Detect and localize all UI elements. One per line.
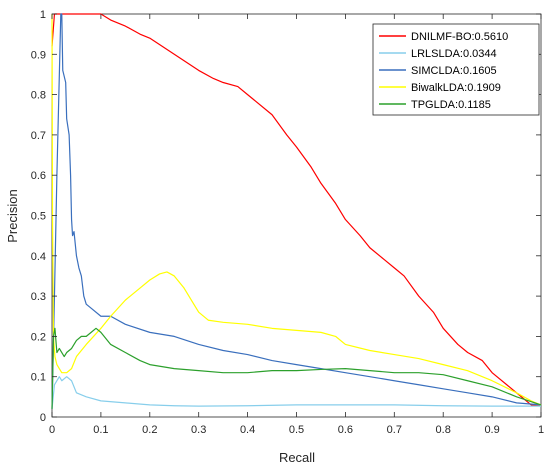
legend-label-4: TPGLDA:0.1185 (411, 99, 491, 111)
x-tick-label: 0.6 (338, 424, 353, 436)
legend-label-2: SIMCLDA:0.1605 (411, 65, 497, 77)
x-axis-label: Recall (279, 450, 315, 465)
y-tick-label: 0.3 (31, 291, 46, 303)
y-tick-label: 0.5 (31, 211, 46, 223)
x-axis: 0 0.1 0.2 0.3 0.4 0.5 0.6 0.7 0.8 0.9 1 (49, 14, 544, 436)
x-tick-label: 0.7 (387, 424, 402, 436)
legend: DNILMF-BO:0.5610 LRLSLDA:0.0344 SIMCLDA:0.… (372, 23, 540, 116)
y-tick-label: 1 (40, 9, 46, 21)
x-tick-label: 0.4 (240, 424, 255, 436)
y-tick-label: 0 (40, 412, 46, 424)
y-tick-label: 0.9 (31, 49, 46, 61)
legend-label-3: BiwalkLDA:0.1909 (411, 82, 501, 94)
x-tick-label: 0.1 (93, 424, 108, 436)
series-line-3 (51, 13, 542, 406)
series-line-4 (51, 327, 542, 409)
y-tick-label: 0.7 (31, 130, 46, 142)
y-axis-label: Precision (5, 189, 20, 242)
series-line-2 (51, 13, 542, 409)
y-tick-label: 0.6 (31, 170, 46, 182)
legend-label-0: DNILMF-BO:0.5610 (411, 31, 508, 43)
y-axis: 0 0.1 0.2 0.3 0.4 0.5 0.6 0.7 0.8 0.9 1 (31, 9, 541, 424)
x-tick-label: 0.2 (142, 424, 157, 436)
x-tick-label: 0 (49, 424, 55, 436)
y-tick-label: 0.8 (31, 90, 46, 102)
x-tick-label: 0.9 (484, 424, 499, 436)
x-tick-label: 0.8 (436, 424, 451, 436)
y-tick-label: 0.1 (31, 372, 46, 384)
x-tick-label: 0.5 (289, 424, 304, 436)
series-line-0 (51, 13, 541, 406)
y-tick-label: 0.2 (31, 331, 46, 343)
x-tick-label: 0.3 (191, 424, 206, 436)
x-tick-label: 1 (538, 424, 544, 436)
y-tick-label: 0.4 (31, 251, 46, 263)
series-line-1 (51, 376, 541, 410)
legend-label-1: LRLSLDA:0.0344 (411, 48, 497, 60)
